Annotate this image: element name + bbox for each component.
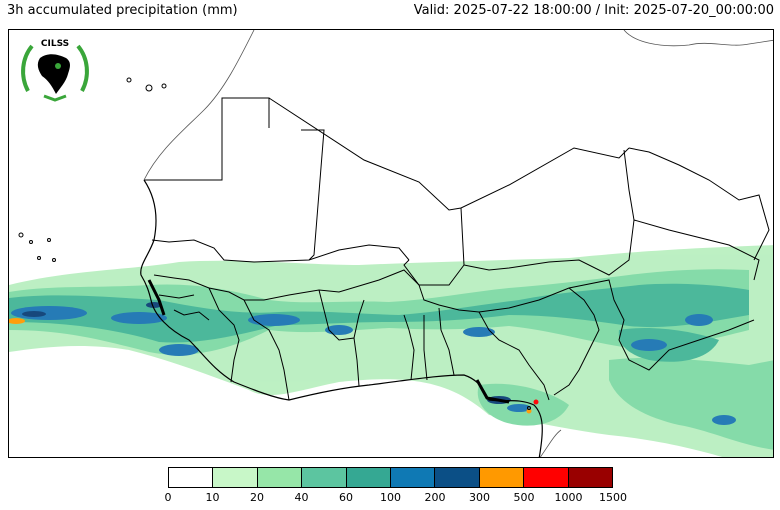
colorbar-tick-label: 200 xyxy=(424,491,446,504)
colorbar-tick-label: 0 xyxy=(164,491,172,504)
colorbar-ticks: 0 10 20 40 60 100 200 300 500 1000 1500 xyxy=(164,489,628,507)
colorbar-tick-label: 100 xyxy=(380,491,401,504)
logo-dot xyxy=(55,63,61,69)
coastline xyxy=(140,179,543,457)
colorbar-tick-label: 500 xyxy=(513,491,535,504)
colorbar-tick-label: 20 xyxy=(250,491,264,504)
rain-cell-blue xyxy=(507,404,531,412)
rain-cell-blue xyxy=(631,339,667,351)
cilss-logo: CILSS xyxy=(21,39,89,102)
island xyxy=(145,84,153,92)
border xyxy=(301,129,325,261)
rain-cell-dark-blue xyxy=(22,311,46,317)
border xyxy=(268,97,630,211)
island xyxy=(29,240,33,244)
rain-cell-orange xyxy=(526,408,532,414)
border xyxy=(318,289,365,341)
border xyxy=(208,287,240,383)
colorbar-segment xyxy=(257,468,303,487)
rain-cell-blue xyxy=(248,314,300,326)
border xyxy=(403,314,415,381)
island xyxy=(126,77,132,83)
country-boundaries xyxy=(18,30,773,457)
rain-cell-dark-blue xyxy=(146,302,162,308)
colorbar xyxy=(168,467,613,488)
rain-cell-blue xyxy=(159,344,199,356)
precipitation-map xyxy=(8,29,774,458)
border xyxy=(151,239,410,263)
laurel-right xyxy=(76,44,89,92)
logo-text: CILSS xyxy=(41,39,69,49)
africa-icon xyxy=(37,54,70,94)
border xyxy=(144,97,270,181)
border xyxy=(423,315,428,381)
colorbar-segment xyxy=(435,468,480,487)
colorbar-segment xyxy=(302,468,347,487)
island xyxy=(161,83,167,89)
precipitation-field xyxy=(9,245,773,457)
colorbar-tick-label: 1000 xyxy=(554,491,583,504)
coastline xyxy=(623,30,773,47)
colorbar-segment xyxy=(524,468,569,487)
colorbar-segment xyxy=(568,468,613,487)
border xyxy=(173,309,210,321)
border xyxy=(158,294,195,299)
colorbar-tick-label: 1500 xyxy=(599,491,627,504)
island xyxy=(527,406,531,410)
rain-cell-blue xyxy=(111,312,167,324)
map-title: 3h accumulated precipitation (mm) xyxy=(7,3,238,18)
island xyxy=(47,238,51,242)
border xyxy=(243,299,290,401)
colorbar-segment xyxy=(391,468,436,487)
colorbar-segment xyxy=(479,468,525,487)
colorbar-tick-label: 60 xyxy=(339,491,353,504)
rain-core-teal xyxy=(9,283,749,343)
border xyxy=(353,337,360,387)
border xyxy=(153,269,420,301)
rain-cell-red xyxy=(533,399,539,405)
rain-cell-blue xyxy=(712,415,736,425)
rain-cell-orange xyxy=(9,318,25,324)
rain-patch-mid-east xyxy=(609,357,773,450)
island xyxy=(52,258,56,262)
rain-cell-blue xyxy=(685,314,713,326)
border xyxy=(478,311,550,401)
rain-core-teal-east xyxy=(618,328,719,362)
rain-cell-blue xyxy=(463,327,495,337)
border xyxy=(633,219,760,281)
border xyxy=(438,307,455,376)
valid-init-label: Valid: 2025-07-22 18:00:00 / Init: 2025-… xyxy=(413,3,774,18)
colorbar-segment xyxy=(346,468,392,487)
laurel-left xyxy=(21,44,34,92)
coastline-detail xyxy=(475,379,510,404)
colorbar-tick-label: 300 xyxy=(469,491,490,504)
rain-cell-blue xyxy=(11,306,87,320)
map-canvas xyxy=(9,30,773,457)
colorbar-tick-label: 10 xyxy=(205,491,220,504)
border xyxy=(403,207,465,286)
coastline xyxy=(539,429,562,457)
island xyxy=(18,232,24,238)
border xyxy=(553,287,600,396)
island xyxy=(37,256,41,260)
coastline-detail xyxy=(147,279,166,316)
colorbar-segment xyxy=(169,468,214,487)
logo-ribbon xyxy=(43,94,67,102)
border xyxy=(418,279,755,371)
colorbar-segment xyxy=(213,468,258,487)
colorbar-tick-label: 40 xyxy=(294,491,309,504)
border xyxy=(463,149,635,276)
coastline xyxy=(143,30,255,181)
border xyxy=(628,147,770,261)
